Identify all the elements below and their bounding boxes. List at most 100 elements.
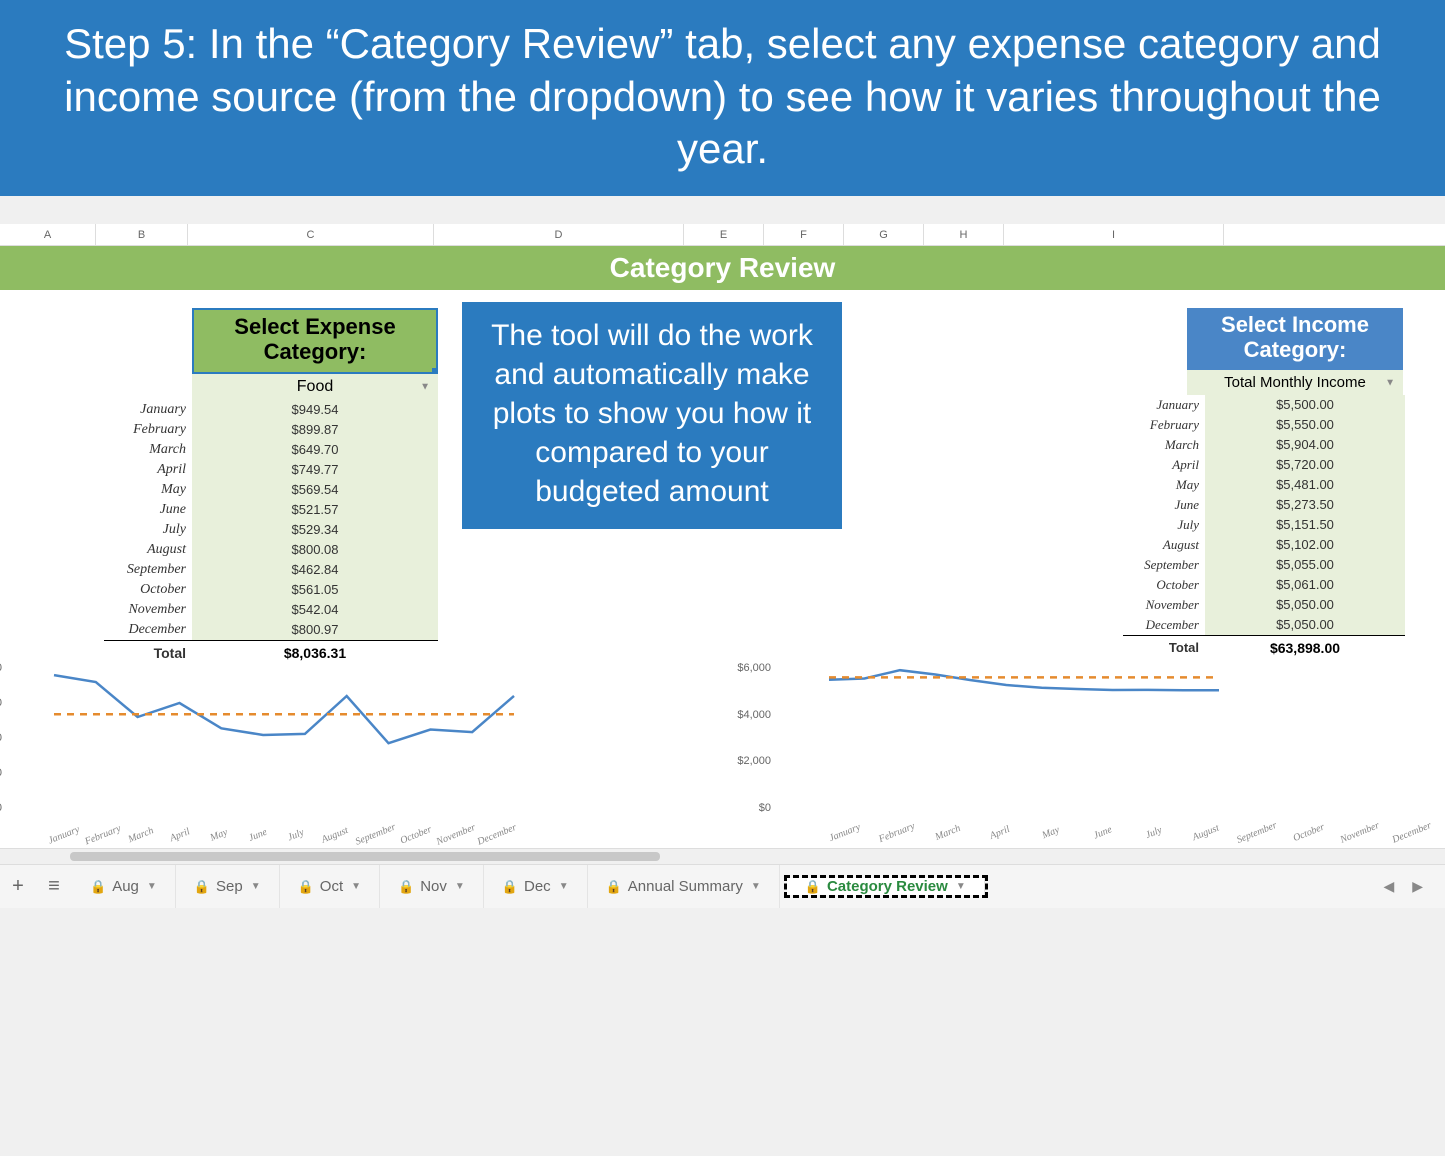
expense-value: $749.77 — [192, 460, 438, 480]
income-value: $5,102.00 — [1205, 535, 1405, 555]
month-label: September — [104, 560, 192, 580]
expense-chart: $1,000$750$500$250$0 JanuaryFebruaryMarc… — [0, 668, 525, 848]
table-row: July$529.34 — [104, 520, 438, 540]
lock-icon: 🔒 — [805, 879, 821, 895]
chevron-down-icon: ▼ — [956, 881, 966, 892]
tab-label: Oct — [320, 878, 343, 895]
scrollbar-thumb[interactable] — [70, 852, 660, 861]
month-label: June — [104, 500, 192, 520]
income-chart: $6,000$4,000$2,000$0 JanuaryFebruaryMarc… — [775, 668, 1445, 848]
lock-icon: 🔒 — [606, 879, 622, 895]
income-header-line2: Category: — [1189, 337, 1401, 362]
column-header[interactable]: C — [188, 224, 434, 245]
chevron-down-icon: ▼ — [1385, 377, 1395, 388]
income-value: $5,050.00 — [1205, 615, 1405, 635]
income-value: $5,550.00 — [1205, 415, 1405, 435]
income-total-label: Total — [1123, 636, 1205, 659]
tab-label: Category Review — [827, 878, 948, 895]
chevron-down-icon: ▼ — [351, 881, 361, 892]
month-label: January — [104, 400, 192, 420]
month-label: July — [104, 520, 192, 540]
tab-category-review[interactable]: 🔒 Category Review ▼ — [787, 878, 985, 895]
tab-scroll-left[interactable]: ◀ — [1383, 878, 1394, 895]
income-selected-value: Total Monthly Income — [1224, 374, 1366, 391]
income-value: $5,273.50 — [1205, 495, 1405, 515]
month-label: October — [1123, 575, 1205, 595]
column-header[interactable]: A — [0, 224, 96, 245]
month-label: May — [1123, 475, 1205, 495]
expense-category-header: Select Expense Category: — [192, 308, 438, 375]
add-sheet-button[interactable]: + — [0, 875, 36, 898]
chevron-down-icon: ▼ — [420, 382, 430, 393]
column-header[interactable]: E — [684, 224, 764, 245]
month-label: February — [104, 420, 192, 440]
expense-selected-value: Food — [297, 378, 333, 395]
table-row: December$5,050.00 — [1123, 615, 1423, 635]
expense-value: $542.04 — [192, 600, 438, 620]
sheet-tab[interactable]: 🔒 Oct ▼ — [280, 865, 380, 908]
chevron-down-icon: ▼ — [147, 881, 157, 892]
month-label: July — [1123, 515, 1205, 535]
expense-value: $462.84 — [192, 560, 438, 580]
table-row: January$5,500.00 — [1123, 395, 1423, 415]
income-value: $5,061.00 — [1205, 575, 1405, 595]
table-row: February$899.87 — [104, 420, 438, 440]
column-headers: ABCDEFGHI — [0, 224, 1445, 246]
chevron-down-icon: ▼ — [251, 881, 261, 892]
expense-value: $949.54 — [192, 400, 438, 420]
sheet-tab[interactable]: 🔒Annual Summary▼ — [588, 865, 780, 908]
table-row: October$5,061.00 — [1123, 575, 1423, 595]
month-label: August — [1123, 535, 1205, 555]
tab-scroll-right[interactable]: ▶ — [1412, 878, 1423, 895]
income-table: Select Income Category: Total Monthly In… — [1123, 308, 1423, 665]
column-header[interactable]: H — [924, 224, 1004, 245]
month-label: November — [1123, 595, 1205, 615]
expense-value: $800.97 — [192, 620, 438, 640]
income-category-header: Select Income Category: — [1187, 308, 1403, 371]
column-header[interactable]: I — [1004, 224, 1224, 245]
table-row: October$561.05 — [104, 580, 438, 600]
month-label: May — [104, 480, 192, 500]
month-label: February — [1123, 415, 1205, 435]
table-row: July$5,151.50 — [1123, 515, 1423, 535]
month-label: December — [104, 620, 192, 640]
expense-table: Select Expense Category: Food ▼ January$… — [0, 308, 438, 665]
month-label: September — [1123, 555, 1205, 575]
horizontal-scrollbar[interactable] — [0, 848, 1445, 864]
income-category-dropdown[interactable]: Total Monthly Income ▼ — [1187, 370, 1403, 395]
income-header-line1: Select Income — [1189, 312, 1401, 337]
column-header[interactable]: F — [764, 224, 844, 245]
expense-value: $800.08 — [192, 540, 438, 560]
income-value: $5,481.00 — [1205, 475, 1405, 495]
sheet-tab[interactable]: 🔒Sep▼ — [176, 865, 280, 908]
tab-label: Nov — [420, 878, 447, 895]
expense-value: $529.34 — [192, 520, 438, 540]
column-header[interactable]: D — [434, 224, 684, 245]
table-row: November$542.04 — [104, 600, 438, 620]
income-total-value: $63,898.00 — [1205, 636, 1405, 659]
column-header[interactable]: G — [844, 224, 924, 245]
sheet-tab[interactable]: 🔒 Aug ▼ — [72, 865, 176, 908]
chevron-down-icon: ▼ — [559, 881, 569, 892]
table-row: June$5,273.50 — [1123, 495, 1423, 515]
table-row: March$5,904.00 — [1123, 435, 1423, 455]
spreadsheet-area: ABCDEFGHI Category Review Select Expense… — [0, 224, 1445, 909]
lock-icon: 🔒 — [194, 879, 210, 895]
sheet-tab[interactable]: 🔒Nov▼ — [380, 865, 484, 908]
column-header[interactable]: B — [96, 224, 188, 245]
income-value: $5,151.50 — [1205, 515, 1405, 535]
table-row: August$800.08 — [104, 540, 438, 560]
income-value: $5,904.00 — [1205, 435, 1405, 455]
expense-total-value: $8,036.31 — [192, 641, 438, 664]
tab-label: Aug — [112, 878, 139, 895]
month-label: November — [104, 600, 192, 620]
section-title: Category Review — [0, 246, 1445, 290]
lock-icon: 🔒 — [90, 879, 106, 895]
sheet-tab[interactable]: 🔒Dec▼ — [484, 865, 588, 908]
all-sheets-button[interactable]: ≡ — [36, 875, 72, 898]
lock-icon: 🔒 — [298, 879, 314, 895]
expense-value: $569.54 — [192, 480, 438, 500]
expense-category-dropdown[interactable]: Food ▼ — [192, 374, 438, 400]
table-row: April$5,720.00 — [1123, 455, 1423, 475]
table-row: December$800.97 — [104, 620, 438, 640]
